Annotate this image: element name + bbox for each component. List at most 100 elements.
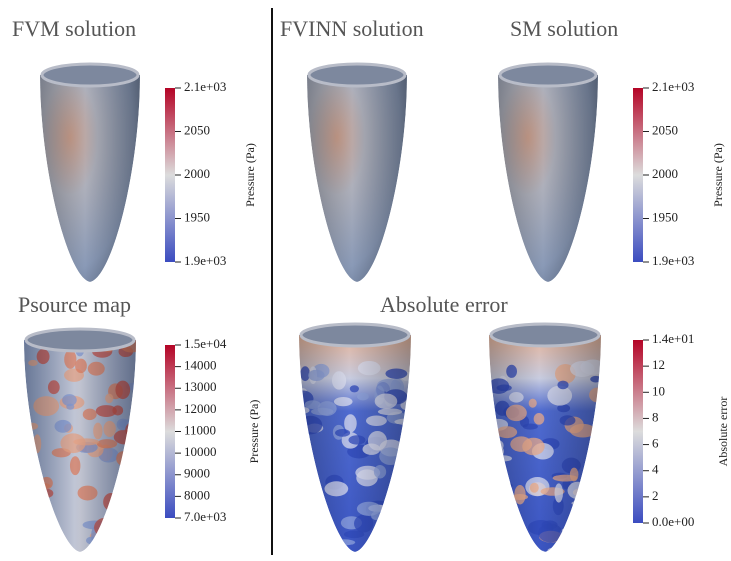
colorbar-tick-label: 1.9e+03 <box>184 253 226 268</box>
mesh-patch <box>109 512 136 533</box>
mesh-patch <box>118 527 134 538</box>
colorbar-tick-label: 4 <box>652 462 659 477</box>
colorbar <box>165 345 175 518</box>
mesh-rim <box>299 322 411 348</box>
colorbar-tick-label: 12 <box>652 357 665 372</box>
mesh-patch <box>35 537 55 552</box>
colorbar <box>633 340 643 523</box>
mesh-patch <box>391 513 411 530</box>
mesh-patch <box>102 536 119 545</box>
colorbar-label: Pressure (Pa) <box>243 143 257 207</box>
panel-title: Absolute error <box>380 292 508 317</box>
panel-title: SM solution <box>510 16 618 41</box>
colorbar-tick-label: 7.0e+03 <box>184 509 226 524</box>
panel-title: FVM solution <box>12 16 136 41</box>
mesh <box>489 335 601 552</box>
mesh-patch <box>390 516 402 531</box>
mesh-patch <box>592 451 601 465</box>
colorbar-tick-label: 1.9e+03 <box>652 253 694 268</box>
colorbar-tick-label: 0.0e+00 <box>652 514 694 529</box>
mesh-patch <box>392 517 407 534</box>
mesh-patch <box>489 485 505 493</box>
colorbar-tick-label: 2050 <box>184 122 210 137</box>
mesh-patch <box>563 540 582 552</box>
colorbar-tick-label: 12000 <box>184 401 217 416</box>
mesh-shade <box>40 75 140 282</box>
mesh-patch <box>103 526 129 542</box>
panel-title: Psource map <box>18 292 131 317</box>
mesh-patch <box>303 523 317 535</box>
mesh <box>307 75 407 282</box>
mesh <box>24 340 136 552</box>
mesh-patch <box>518 545 540 552</box>
mesh-rim <box>307 62 407 88</box>
mesh-rim <box>489 322 601 348</box>
colorbar-tick-label: 11000 <box>184 422 216 437</box>
mesh-rim <box>24 327 136 353</box>
mesh-patch <box>588 494 600 506</box>
mesh-patch <box>368 537 393 547</box>
colorbar-tick-label: 1.5e+04 <box>184 336 227 351</box>
mesh-rim <box>40 62 140 88</box>
mesh-shade <box>307 75 407 282</box>
mesh-patch <box>299 477 311 492</box>
mesh-patch <box>100 526 110 535</box>
colorbar-label: Absolute error <box>716 397 730 467</box>
mesh-patch <box>493 536 514 552</box>
mesh-patch <box>111 519 136 539</box>
colorbar-tick-label: 10 <box>652 383 665 398</box>
colorbar-label: Pressure (Pa) <box>711 143 725 207</box>
mesh-patch <box>108 517 119 535</box>
mesh-patch <box>122 504 133 518</box>
colorbar-tick-label: 9000 <box>184 466 210 481</box>
colorbar-tick-label: 1950 <box>184 209 210 224</box>
mesh-patch <box>24 530 31 540</box>
colorbar-tick-label: 10000 <box>184 444 217 459</box>
mesh <box>299 335 411 552</box>
colorbar-tick-label: 2000 <box>184 166 210 181</box>
mesh-patch <box>489 517 503 535</box>
mesh-patch <box>574 493 593 503</box>
mesh-shade <box>24 340 136 552</box>
colorbar-tick-label: 8 <box>652 409 659 424</box>
colorbar-label: Pressure (Pa) <box>247 400 261 464</box>
mesh-patch <box>571 500 594 507</box>
colorbar-tick-label: 2.1e+03 <box>184 79 226 94</box>
colorbar-tick-label: 2000 <box>652 166 678 181</box>
mesh-patch <box>489 444 504 459</box>
mesh-patch <box>582 468 594 481</box>
colorbar <box>633 88 643 262</box>
colorbar-tick-label: 8000 <box>184 487 210 502</box>
colorbar-tick-label: 1.4e+01 <box>652 331 694 346</box>
mesh-patch <box>503 544 529 552</box>
mesh-patch <box>578 486 599 505</box>
mesh-patch <box>121 502 136 517</box>
colorbar-tick-label: 2.1e+03 <box>652 79 694 94</box>
panel-title: FVINN solution <box>280 16 424 41</box>
mesh-rim <box>498 62 598 88</box>
mesh-patch <box>101 521 111 532</box>
mesh-patch <box>379 514 402 534</box>
colorbar-tick-label: 2 <box>652 488 659 503</box>
mesh-patch <box>396 463 411 481</box>
mesh <box>498 75 598 282</box>
mesh-patch <box>399 497 411 506</box>
mesh-patch <box>301 482 317 496</box>
mesh-shade <box>489 335 601 552</box>
mesh-shade <box>299 335 411 552</box>
mesh-patch <box>374 545 396 552</box>
mesh-patch <box>391 529 411 540</box>
mesh-patch <box>315 527 339 538</box>
colorbar <box>165 88 175 262</box>
colorbar-tick-label: 1950 <box>652 209 678 224</box>
mesh-patch <box>109 537 120 552</box>
mesh-patch <box>491 481 513 490</box>
mesh-patch <box>387 488 405 507</box>
colorbar-tick-label: 14000 <box>184 358 217 373</box>
mesh-patch <box>489 504 503 521</box>
mesh-patch <box>489 466 506 485</box>
mesh-patch <box>489 524 498 534</box>
colorbar-tick-label: 2050 <box>652 122 678 137</box>
mesh-shade <box>498 75 598 282</box>
